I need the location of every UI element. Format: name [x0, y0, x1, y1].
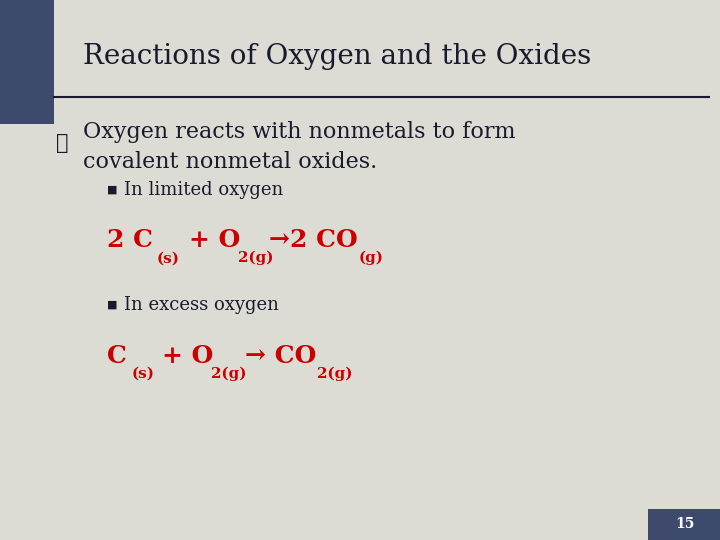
Text: covalent nonmetal oxides.: covalent nonmetal oxides. [83, 151, 377, 173]
Text: (g): (g) [359, 251, 384, 266]
Text: 15: 15 [675, 517, 694, 531]
Text: 2(g): 2(g) [238, 251, 273, 266]
Text: 2 C: 2 C [107, 228, 153, 252]
Text: + O: + O [162, 344, 213, 368]
Bar [648, 509, 720, 540]
Text: 2(g): 2(g) [317, 367, 352, 381]
Text: ■: ■ [107, 300, 117, 310]
Text: (s): (s) [157, 252, 180, 266]
Text: C: C [107, 344, 127, 368]
Text: (s): (s) [132, 367, 155, 381]
Text: In excess oxygen: In excess oxygen [124, 296, 279, 314]
Bar [0, 0, 54, 124]
Text: → CO: → CO [245, 344, 316, 368]
Text: →2 CO: →2 CO [269, 228, 358, 252]
Text: ❖: ❖ [56, 133, 68, 153]
Text: In limited oxygen: In limited oxygen [124, 181, 283, 199]
Text: 2(g): 2(g) [211, 367, 246, 381]
Text: Reactions of Oxygen and the Oxides: Reactions of Oxygen and the Oxides [83, 43, 591, 70]
Text: ■: ■ [107, 185, 117, 195]
Text: + O: + O [189, 228, 240, 252]
Text: Oxygen reacts with nonmetals to form: Oxygen reacts with nonmetals to form [83, 122, 516, 143]
